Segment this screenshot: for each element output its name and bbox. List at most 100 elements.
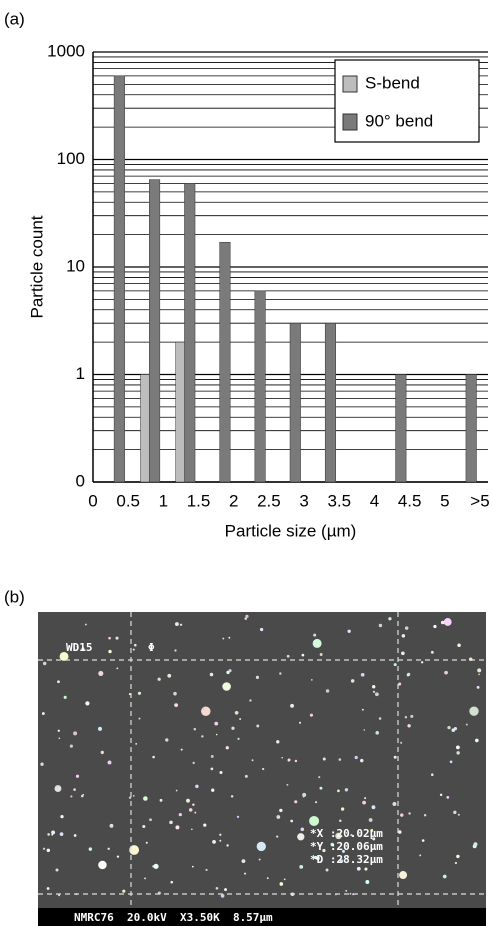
sem-particle — [477, 668, 482, 673]
sem-particle — [97, 726, 103, 731]
sem-particle — [446, 795, 450, 799]
sem-particle — [325, 689, 330, 693]
legend-swatch — [342, 113, 358, 131]
sem-particle — [338, 758, 342, 761]
sem-particle — [135, 742, 138, 745]
sem-particle — [186, 798, 190, 803]
sem-particle — [47, 833, 50, 836]
sem-particle — [375, 692, 379, 697]
x-tick-label: 1.5 — [187, 491, 211, 510]
sem-particle — [371, 805, 376, 810]
sem-particle — [174, 703, 179, 708]
sem-particle — [191, 828, 193, 831]
sem-particle — [239, 718, 242, 720]
sem-particle — [360, 758, 364, 763]
sem-particle — [191, 865, 194, 868]
sem-particle — [244, 872, 247, 875]
sem-particle — [372, 690, 376, 693]
sem-particle — [309, 815, 320, 826]
sem-measurement: *D :28.32µm — [310, 853, 383, 866]
sem-particle — [345, 890, 348, 892]
sem-particle — [228, 669, 232, 673]
sem-particle — [408, 812, 411, 815]
sem-particle — [165, 738, 169, 742]
sem-particle — [310, 679, 313, 681]
sem-particle — [256, 841, 266, 852]
sem-particle — [335, 832, 342, 840]
sem-particle — [322, 757, 326, 761]
sem-particle — [201, 735, 204, 738]
sem-particle — [205, 868, 208, 872]
sem-particle — [230, 795, 234, 798]
sem-particle — [286, 783, 289, 786]
sem-particle — [178, 813, 182, 817]
sem-particle — [175, 825, 180, 830]
sem-particle — [40, 762, 44, 766]
sem-wd: WD15 — [66, 641, 93, 654]
sem-particle — [478, 673, 480, 676]
sem-particle — [378, 717, 382, 720]
panel-label: (a) — [4, 9, 25, 28]
sem-particle — [423, 814, 427, 817]
sem-particle — [347, 629, 351, 633]
sem-particle — [350, 834, 353, 837]
sem-particle — [439, 793, 443, 797]
sem-particle — [407, 724, 411, 728]
sem-particle — [454, 861, 458, 865]
sem-particle — [201, 706, 211, 716]
sem-particle — [115, 636, 119, 640]
sem-particle — [400, 741, 403, 744]
sem-particle — [397, 830, 402, 834]
sem-particle — [236, 815, 240, 819]
sem-particle — [401, 651, 405, 656]
sem-particle — [145, 841, 148, 844]
sem-particle — [76, 645, 79, 648]
bar — [184, 183, 196, 483]
sem-particle — [88, 847, 93, 851]
sem-particle — [173, 691, 177, 696]
sem-particle — [256, 724, 260, 728]
bar — [324, 322, 337, 483]
sem-particle — [457, 643, 461, 648]
sem-particle — [59, 652, 69, 661]
x-tick-label: >5 — [470, 491, 489, 510]
sem-particle — [419, 854, 422, 857]
sem-particle — [98, 860, 107, 870]
sem-particle — [442, 874, 447, 879]
sem-particle — [361, 708, 364, 711]
sem-particle — [410, 714, 414, 718]
sem-particle — [132, 795, 135, 797]
sem-particle — [224, 888, 227, 891]
sem-particle — [451, 728, 456, 732]
sem-particle — [214, 721, 219, 726]
sem-particle — [449, 760, 453, 764]
sem-particle — [180, 748, 183, 751]
sem-particle — [57, 680, 60, 684]
sem-particle — [406, 673, 410, 677]
sem-particle — [301, 653, 305, 657]
sem-particle — [401, 634, 406, 638]
sem-particle — [234, 710, 239, 715]
sem-particle — [370, 829, 374, 832]
sem-particle — [159, 798, 163, 802]
sem-particle — [143, 796, 148, 801]
legend-swatch — [342, 75, 358, 93]
sem-particle — [318, 776, 321, 779]
x-tick-label: 3 — [299, 491, 308, 510]
sem-particle — [215, 733, 218, 736]
sem-particle — [350, 679, 355, 683]
sem-particle — [170, 880, 174, 884]
sem-particle — [371, 685, 376, 689]
legend-label: 90° bend — [365, 111, 433, 130]
sem-particle — [152, 755, 155, 759]
sem-particle — [399, 871, 408, 880]
sem-particle — [100, 750, 104, 755]
sem-particle — [339, 859, 344, 863]
sem-particle — [276, 835, 279, 838]
sem-particle — [266, 877, 269, 880]
sem-particle — [473, 842, 478, 847]
sem-particle — [222, 637, 225, 640]
sem-particle — [228, 636, 231, 639]
sem-particle — [364, 867, 368, 871]
